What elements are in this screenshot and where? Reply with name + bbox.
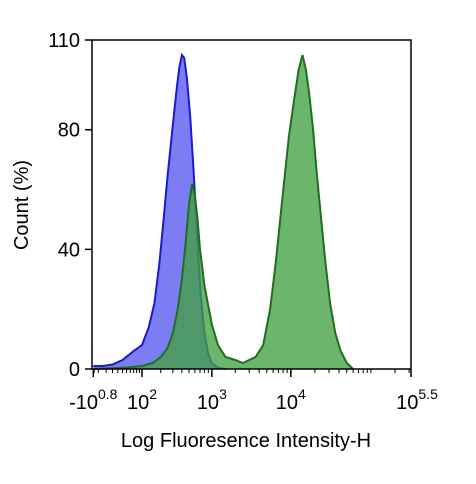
x-tick-base: 10	[276, 392, 298, 414]
x-tick-label: 105.5	[396, 386, 438, 414]
x-tick-exponent: 3	[219, 386, 227, 402]
x-tick-label: 102	[127, 386, 157, 414]
y-axis-title: Count (%)	[11, 160, 33, 250]
y-tick-label: 0	[69, 359, 80, 381]
x-axis-title: Log Fluoresence Intensity-H	[121, 430, 371, 452]
series-layer	[93, 52, 354, 370]
x-tick-exponent: 4	[298, 386, 306, 402]
y-tick-label: 80	[58, 120, 80, 142]
x-tick-base: -10	[69, 392, 98, 414]
series-2-outline	[93, 54, 354, 370]
x-tick-base: 10	[127, 392, 149, 414]
x-tick-label: 104	[276, 386, 306, 414]
y-tick-label: 40	[58, 239, 80, 261]
x-tick-exponent: 0.8	[98, 386, 118, 402]
x-tick-exponent: 5.5	[418, 386, 438, 402]
x-tick-base: 10	[197, 392, 219, 414]
y-tick-label: 110	[48, 30, 80, 52]
x-tick-base: 10	[396, 392, 418, 414]
plot-frame	[91, 39, 412, 370]
series-2-area	[93, 55, 354, 369]
x-tick-label: -100.8	[69, 386, 118, 414]
x-tick-exponent: 2	[149, 386, 157, 402]
x-tick-label: 103	[197, 386, 227, 414]
